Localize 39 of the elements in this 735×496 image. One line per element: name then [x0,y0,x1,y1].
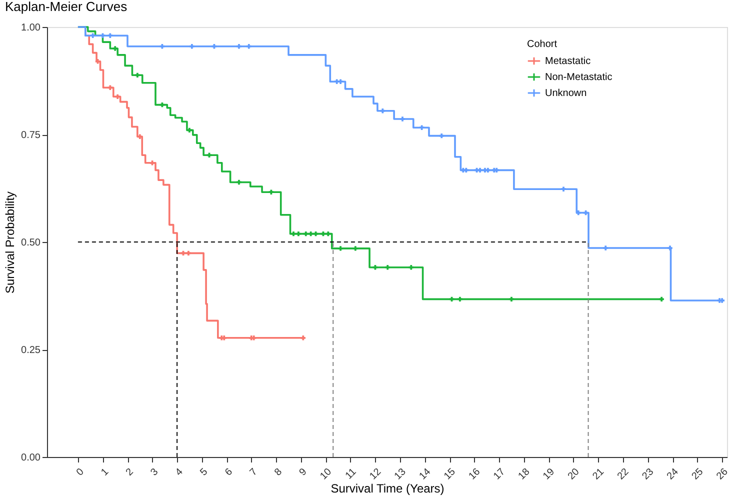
x-tick-label: 0 [74,466,87,478]
x-tick-label: 11 [344,466,360,482]
x-tick-label: 19 [541,466,558,482]
x-axis-title: Survival Time (Years) [330,481,444,496]
x-tick-label: 12 [368,466,384,482]
x-tick-label: 2 [124,466,136,478]
x-tick-label: 5 [198,466,210,478]
x-tick-label: 22 [616,466,632,482]
x-tick-label: 1 [99,466,112,478]
y-tick-label: 1.00 [21,22,41,34]
x-tick-label: 20 [566,466,582,482]
x-tick-label: 6 [223,466,236,478]
x-tick-label: 8 [272,466,285,478]
legend-title: Cohort [527,39,558,50]
legend-label: Metastatic [545,56,591,67]
x-tick-label: 4 [174,466,186,478]
x-tick-label: 9 [297,466,310,478]
x-tick-label: 24 [665,466,682,482]
x-tick-label: 21 [590,466,607,482]
x-tick-label: 17 [492,466,508,482]
y-tick-label: 0.50 [21,238,41,248]
x-tick-label: 3 [148,466,161,478]
x-tick-label: 16 [466,466,483,482]
legend-label: Non-Metastatic [545,72,612,83]
x-tick-label: 10 [318,466,334,482]
x-tick-label: 18 [516,466,532,482]
x-tick-label: 15 [442,466,458,482]
x-tick-label: 7 [248,466,260,478]
x-tick-label: 14 [417,466,434,482]
x-tick-label: 26 [714,466,731,482]
chart-title: Kaplan-Meier Curves [5,0,128,14]
x-tick-label: 25 [690,466,706,482]
y-tick-label: 0.75 [21,130,41,141]
y-tick-label: 0.25 [21,345,41,356]
x-tick-label: 13 [392,466,409,482]
legend-label: Unknown [545,88,587,99]
x-tick-label: 23 [640,466,656,482]
y-tick-label: 0.00 [21,452,41,464]
y-axis-title: Survival Probability [3,191,18,294]
